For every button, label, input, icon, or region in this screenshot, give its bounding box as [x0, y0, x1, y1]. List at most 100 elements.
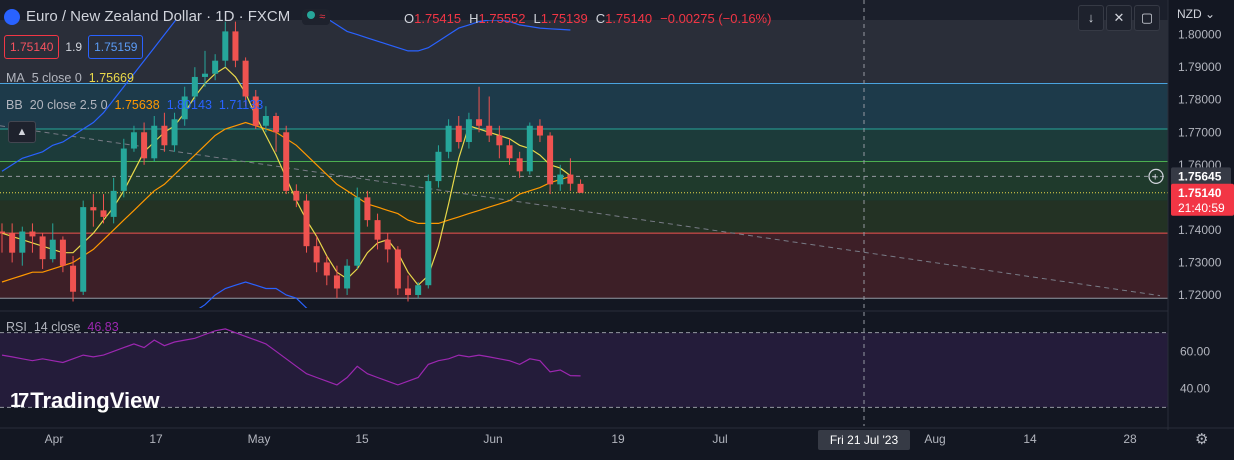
collapse-pane-icon[interactable]: ✕ [1106, 5, 1132, 31]
time-tick-label: Apr [45, 432, 64, 446]
market-status: ≈ [302, 8, 331, 25]
watermark-text: TradingView [30, 388, 160, 413]
candle-body [161, 125, 168, 146]
candle-body [80, 207, 87, 292]
candle-body [333, 275, 340, 289]
zone-band [0, 200, 1168, 234]
current-price-badge [1171, 183, 1234, 216]
zone-band [0, 20, 1168, 84]
flag-icon [4, 8, 20, 25]
candle-body [191, 76, 198, 97]
candle-body [39, 236, 46, 260]
currency-label: NZD [1177, 7, 1202, 21]
candle-body [130, 132, 137, 149]
time-tick-label: Jun [483, 432, 502, 446]
maximize-icon[interactable]: ▢ [1134, 5, 1160, 31]
spread-value: 1.9 [65, 40, 83, 54]
bb-lower-value: 1.71133 [218, 98, 264, 112]
price-tick-label: 1.79000 [1178, 60, 1222, 74]
price-series [0, 20, 584, 308]
candle-body [364, 197, 371, 221]
rsi-value: 46.83 [87, 320, 119, 334]
currency-selector[interactable]: NZD ⌄ [1177, 7, 1215, 21]
candle-body [445, 125, 452, 152]
ma-legend[interactable]: MA 5 close 0 1.75669 [6, 71, 134, 85]
rsi-label: RSI [6, 320, 27, 334]
candle-body [242, 60, 249, 97]
candle-body [435, 151, 442, 182]
collapse-legend-button[interactable]: ▲ [8, 121, 36, 143]
price-tick-label: 1.77000 [1178, 125, 1222, 139]
candle-body [405, 288, 411, 295]
candle-body [506, 145, 513, 159]
candle-body [232, 31, 239, 61]
ma-label: MA [6, 71, 25, 85]
ma-value: 1.75669 [88, 71, 134, 85]
chevron-down-icon: ⌄ [1205, 7, 1216, 21]
time-tick-label: 15 [355, 432, 369, 446]
candle-body [384, 239, 391, 250]
candle-body [49, 239, 56, 260]
candle-body [557, 174, 564, 185]
time-tick-label: 17 [149, 432, 163, 446]
price-tick-label: 1.72000 [1178, 288, 1222, 302]
bb-legend[interactable]: BB 20 close 2.5 0 1.75638 1.80143 1.7113… [6, 98, 263, 112]
rsi-legend[interactable]: RSI 14 close 46.83 [6, 320, 119, 334]
rsi-tick-label: 60.00 [1180, 344, 1210, 358]
rsi-line [1, 328, 581, 386]
gear-icon[interactable]: ⚙ [1195, 431, 1209, 448]
arrow-down-icon[interactable]: ↓ [1078, 5, 1104, 31]
candle-body [29, 231, 36, 237]
rsi-params: 14 close [33, 320, 81, 334]
price-tick-label: 1.80000 [1178, 28, 1222, 42]
header-strip [0, 0, 1168, 20]
price-tick-label: 1.78000 [1178, 93, 1222, 107]
zone-band [0, 233, 1168, 299]
trade-prices: 1.75140 1.9 1.75159 [4, 35, 144, 59]
bb-upper-value: 1.80143 [166, 98, 212, 112]
sell-button[interactable]: 1.75140 [4, 35, 60, 59]
candle-body [262, 116, 269, 126]
candle-body [181, 96, 188, 120]
candle-body [354, 197, 361, 266]
candle-body [415, 285, 422, 295]
zone-band [0, 161, 1168, 201]
candle-body [120, 148, 127, 191]
candle-body [516, 158, 523, 172]
candle-body [526, 125, 533, 172]
candle-body [567, 174, 574, 184]
candle-body [222, 31, 229, 61]
market-open-icon [307, 10, 316, 19]
bb-upper-line [1, 20, 571, 172]
ma-params: 5 close 0 [31, 71, 82, 85]
candle-body [496, 135, 503, 146]
plus-icon: + [1152, 171, 1158, 183]
time-tick-label: 14 [1023, 432, 1037, 446]
symbol-header[interactable]: Euro / New Zealand Dollar · 1D · FXCM ≈ [4, 8, 331, 25]
candle-body [323, 262, 330, 276]
current-price-label: 1.75140 [1178, 186, 1222, 200]
crosshair-date-badge [818, 430, 910, 450]
ohlc-change: −0.00275 (−0.16%) [660, 11, 772, 26]
candle-body [293, 190, 300, 201]
crosshair-date-label: Fri 21 Jul '23 [830, 433, 899, 447]
candle-body [19, 231, 26, 253]
candle-body [9, 233, 16, 253]
buy-button[interactable]: 1.75159 [88, 35, 144, 59]
candle-body [536, 125, 543, 136]
time-tick-label: May [248, 432, 271, 446]
candle-body [344, 265, 351, 289]
bb-params: 20 close 2.5 0 [29, 98, 108, 112]
tradingview-watermark: 17 TradingView [10, 388, 159, 414]
time-tick-label: 28 [1123, 432, 1137, 446]
time-tick-label: Aug [924, 432, 945, 446]
ohlc-readout: O1.75415 H1.75552 L1.75139 C1.75140 −0.0… [404, 11, 771, 26]
symbol-title[interactable]: Euro / New Zealand Dollar · 1D · FXCM [26, 8, 291, 25]
tradingview-logo-icon: 17 [10, 389, 29, 412]
candle-body [465, 119, 472, 143]
candle-body [273, 116, 280, 133]
rsi-tick-label: 40.00 [1180, 382, 1210, 396]
candle-body [283, 132, 290, 191]
price-tick-label: 1.74000 [1178, 223, 1222, 237]
